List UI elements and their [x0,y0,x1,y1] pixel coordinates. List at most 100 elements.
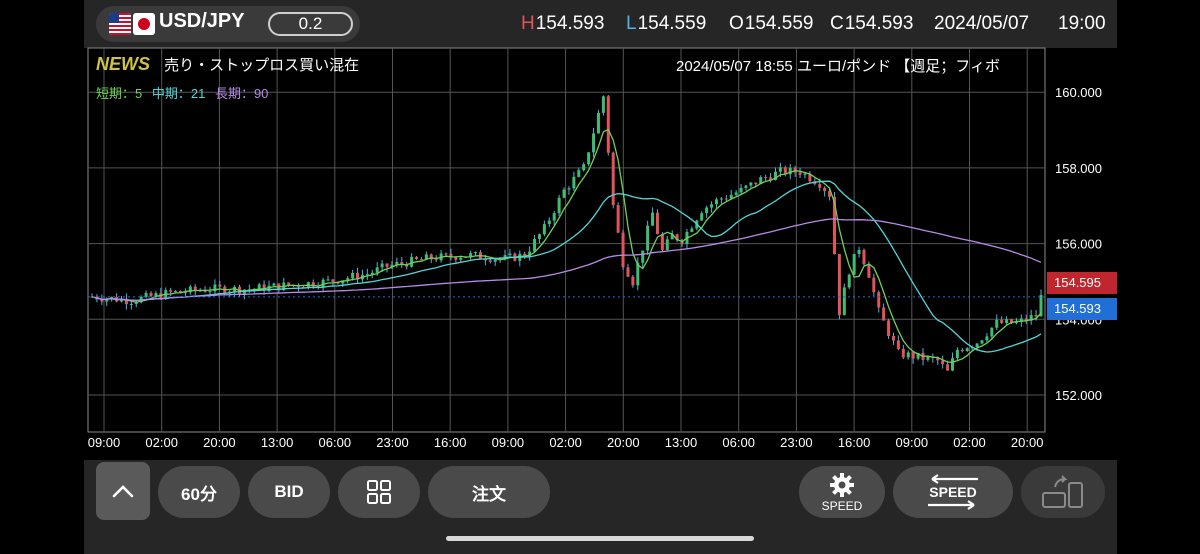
x-tick-label: 02:00 [953,435,986,450]
candle-body [508,253,512,256]
candle-body [193,286,197,291]
candle-body [852,254,856,275]
candle-body [395,262,399,265]
candle-body [936,358,940,361]
candle-body [533,238,537,252]
candle-body [149,292,153,297]
x-tick-label: 16:00 [838,435,871,450]
speed-settings-button[interactable]: SPEED [799,466,885,518]
candle-body [1039,295,1043,317]
candle-body [611,152,615,206]
candle-body [415,256,419,259]
candle-body [980,340,984,344]
candle-body [832,196,836,255]
chart-area[interactable] [84,48,1117,460]
candle-body [739,187,743,193]
bar-date: 2024/05/07 [934,13,1030,34]
candle-body [887,320,891,337]
candle-body [424,254,428,260]
candle-body [154,293,158,297]
arrow-right-icon [928,500,975,510]
candle-body [803,173,807,175]
candle-body [1034,315,1038,317]
candle-body [321,279,325,288]
candle-body [341,280,345,284]
x-tick-label: 13:00 [261,435,294,450]
candle-body [110,296,114,299]
candle-body [734,192,738,195]
candle-body [572,176,576,189]
candle-body [134,302,138,304]
candle-body [272,283,276,286]
candle-body [365,274,369,276]
candle-body [710,204,714,208]
candle-body [567,188,571,190]
candle-body [872,277,876,293]
timeframe-button[interactable]: 60分 [158,466,240,518]
candle-body [179,290,183,293]
candle-body [828,191,832,197]
candle-body [262,284,266,291]
candle-body [449,253,453,258]
candle-body [434,259,438,261]
collapse-button[interactable] [96,462,150,520]
candle-body [724,198,728,200]
gear-icon [830,472,854,497]
candle-body [592,133,596,153]
candle-body [705,207,709,214]
candle-body [493,259,497,262]
x-tick-label: 20:00 [1011,435,1044,450]
candle-body [356,272,360,280]
candle-body [596,112,600,134]
candle-body [213,284,217,292]
candle-body [459,257,463,260]
ma-short-line [91,128,1042,363]
candle-body [823,187,827,192]
x-tick-label: 09:00 [896,435,929,450]
candle-body [788,167,792,175]
x-tick-label: 09:00 [88,435,121,450]
candle-body [587,152,591,165]
candle-body [778,167,782,172]
candle-body [965,348,969,352]
ohlc-value: 154.593 [535,13,605,34]
bid-price-tag: 154.593 [1047,298,1117,320]
candle-body [1009,319,1013,324]
x-tick-label: 20:00 [203,435,236,450]
candle-body [606,96,610,153]
bid-ask-toggle[interactable]: BID [248,466,330,518]
news-ticker[interactable]: NEWS 売り・ストップロス買い混在 [96,54,359,75]
candle-body [351,272,355,279]
x-tick-label: 02:00 [145,435,178,450]
ohlc-key: O [729,13,744,34]
candle-body [808,173,812,182]
candle-body [950,358,954,371]
candle-body [419,258,423,260]
order-button[interactable]: 注文 [428,466,550,518]
news-right: 2024/05/07 18:55 ユーロ/ポンド 【週足；フィボ [676,58,1000,75]
candle-body [577,170,581,177]
candle-body [203,290,207,292]
news-tag: NEWS [96,54,150,74]
candle-body [311,282,315,287]
ohlc-key: C [830,13,844,34]
x-tick-label: 02:00 [549,435,582,450]
ma-long-line [91,218,1042,302]
candle-body [547,220,551,225]
layout-button[interactable] [338,466,420,518]
candle-body [400,262,404,265]
candle-body [331,279,335,282]
candle-body [941,360,945,365]
candle-body [926,356,930,360]
candle-body [385,263,389,267]
candle-body [764,177,768,179]
candle-body [429,254,433,260]
candle-body [729,194,733,199]
y-tick-label: 156.000 [1055,237,1102,252]
rotate-screen-button[interactable] [1021,466,1105,518]
speed-order-button[interactable]: SPEED [893,466,1013,518]
ma-short-label: 短期：5 [96,86,143,101]
bar-time: 19:00 [1058,13,1106,34]
candle-body [287,282,291,286]
price-chart[interactable]: 09:00 02:00 20:00 13:00 06:00 23:00 16:00 09:00… [0,0,1200,460]
